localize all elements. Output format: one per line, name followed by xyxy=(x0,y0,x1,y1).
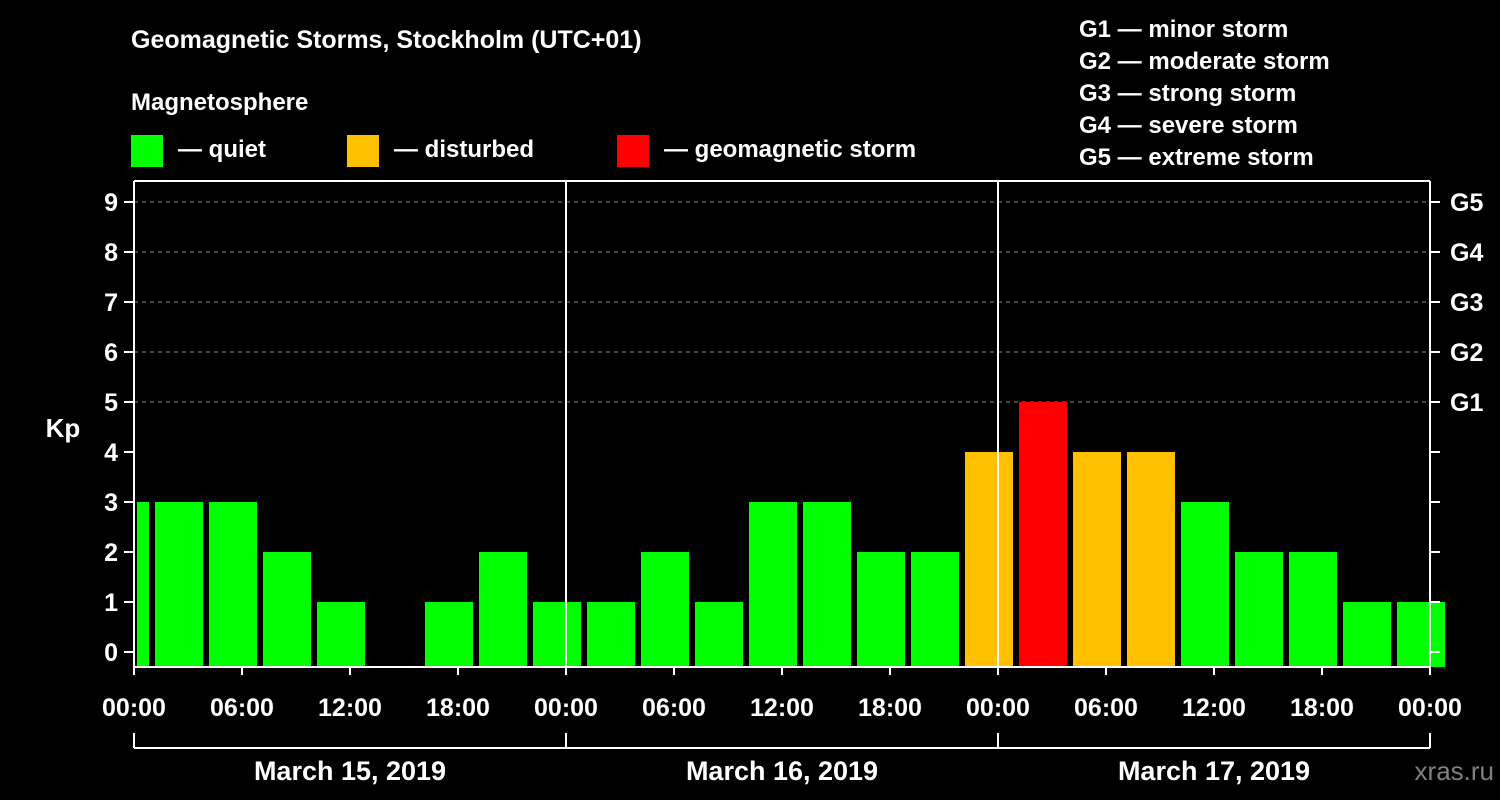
storm-scale-g3: G3 — strong storm xyxy=(1079,80,1296,107)
kp-bar xyxy=(209,502,257,667)
x-tick-label: 18:00 xyxy=(858,694,922,722)
storm-scale-g1: G1 — minor storm xyxy=(1079,16,1288,43)
x-tick-label: 06:00 xyxy=(1074,694,1138,722)
storm-level-tick-label: G4 xyxy=(1450,239,1483,267)
kp-bar xyxy=(425,602,473,667)
kp-bar xyxy=(1181,502,1229,667)
x-tick-label: 00:00 xyxy=(534,694,598,722)
kp-bar xyxy=(1343,602,1391,667)
kp-bar xyxy=(137,502,149,667)
x-tick-label: 18:00 xyxy=(426,694,490,722)
y-tick-label: 0 xyxy=(104,639,118,667)
legend-swatch-disturbed xyxy=(347,135,379,167)
kp-bar xyxy=(1235,552,1283,667)
y-axis-label: Kp xyxy=(46,413,81,443)
x-tick-label: 12:00 xyxy=(318,694,382,722)
y-tick-label: 1 xyxy=(104,589,118,617)
legend-label-storm: — geomagnetic storm xyxy=(664,136,916,163)
kp-bar xyxy=(533,602,581,667)
x-tick-label: 00:00 xyxy=(1398,694,1462,722)
y-tick-label: 6 xyxy=(104,339,118,367)
legend-label-disturbed: — disturbed xyxy=(394,136,534,163)
kp-bar xyxy=(803,502,851,667)
x-tick-label: 12:00 xyxy=(1182,694,1246,722)
storm-level-tick-label: G1 xyxy=(1450,389,1483,417)
y-tick-label: 7 xyxy=(104,289,118,317)
legend-swatch-quiet xyxy=(131,135,163,167)
kp-bar xyxy=(1397,602,1445,667)
x-tick-label: 00:00 xyxy=(102,694,166,722)
kp-bar xyxy=(857,552,905,667)
legend-swatch-storm xyxy=(617,135,649,167)
kp-bar xyxy=(1019,402,1067,667)
y-tick-label: 4 xyxy=(104,439,118,467)
kp-bar xyxy=(695,602,743,667)
x-tick-label: 00:00 xyxy=(966,694,1030,722)
day-label: March 17, 2019 xyxy=(1118,756,1310,786)
storm-level-tick-label: G3 xyxy=(1450,289,1483,317)
kp-bar xyxy=(587,602,635,667)
x-tick-label: 12:00 xyxy=(750,694,814,722)
kp-bar xyxy=(1289,552,1337,667)
x-tick-label: 06:00 xyxy=(210,694,274,722)
storm-scale-g2: G2 — moderate storm xyxy=(1079,48,1330,75)
y-tick-label: 5 xyxy=(104,389,118,417)
kp-bar xyxy=(1127,452,1175,667)
legend-label-quiet: — quiet xyxy=(178,136,266,163)
storm-level-tick-label: G5 xyxy=(1450,189,1483,217)
kp-bar xyxy=(263,552,311,667)
storm-scale-g4: G4 — severe storm xyxy=(1079,112,1298,139)
chart-title: Geomagnetic Storms, Stockholm (UTC+01) xyxy=(131,26,642,54)
y-tick-label: 3 xyxy=(104,489,118,517)
kp-bar xyxy=(1073,452,1121,667)
y-tick-label: 9 xyxy=(104,189,118,217)
day-label: March 16, 2019 xyxy=(686,756,878,786)
kp-bar xyxy=(749,502,797,667)
kp-bar xyxy=(641,552,689,667)
legend-title: Magnetosphere xyxy=(131,89,308,116)
watermark: xras.ru xyxy=(1415,756,1494,786)
day-label: March 15, 2019 xyxy=(254,756,446,786)
storm-scale-g5: G5 — extreme storm xyxy=(1079,144,1314,171)
kp-bar xyxy=(479,552,527,667)
kp-bar xyxy=(965,452,1013,667)
storm-level-tick-label: G2 xyxy=(1450,339,1483,367)
y-tick-label: 8 xyxy=(104,239,118,267)
kp-bar xyxy=(317,602,365,667)
x-tick-label: 18:00 xyxy=(1290,694,1354,722)
kp-bar xyxy=(155,502,203,667)
y-tick-label: 2 xyxy=(104,539,118,567)
x-tick-label: 06:00 xyxy=(642,694,706,722)
kp-bar xyxy=(911,552,959,667)
